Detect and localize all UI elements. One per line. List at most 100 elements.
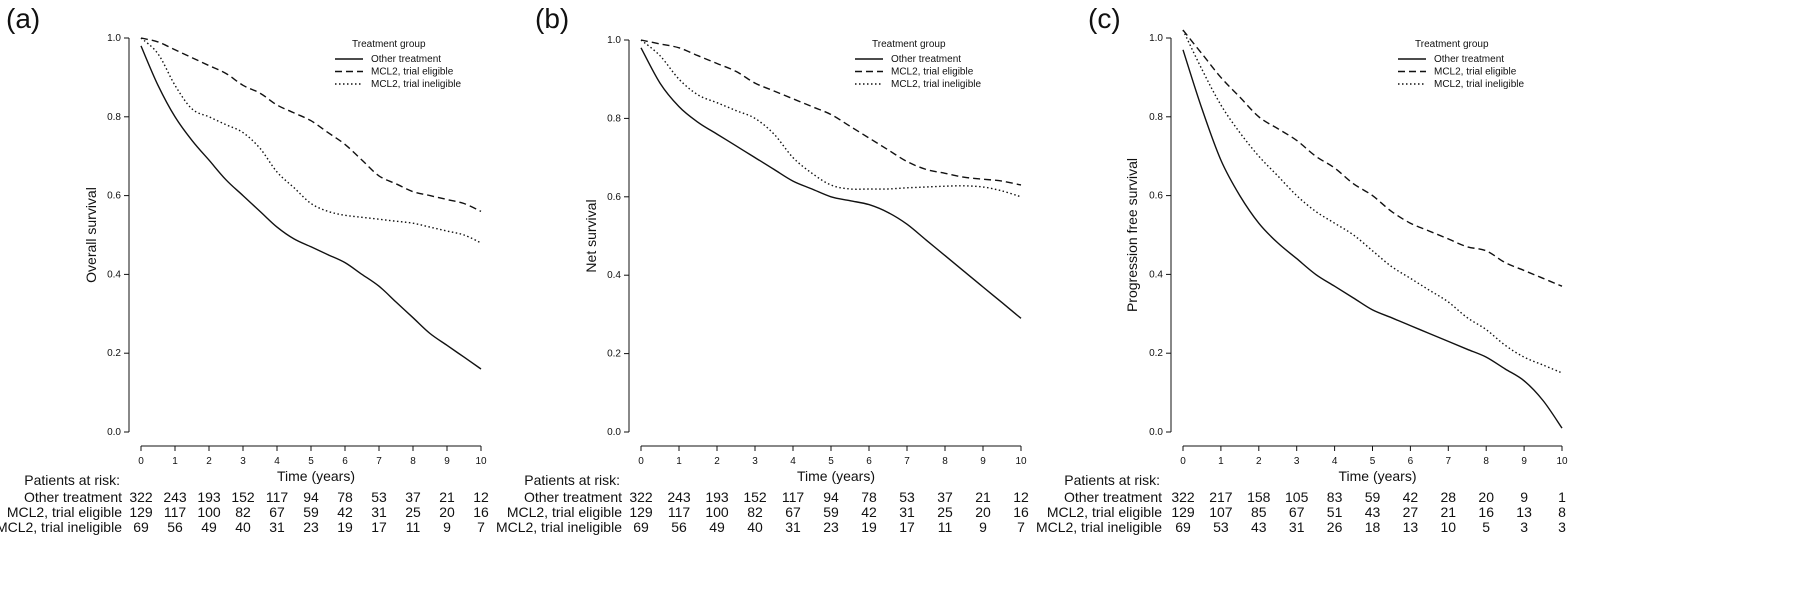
risk-table: Patients at risk:Other treatment 322 243 19…: [496, 472, 1029, 535]
legend: Treatment group Other treatment MCL2, tria…: [1398, 39, 1524, 90]
risk-count: 69: [133, 519, 149, 535]
legend-entry-label: MCL2, trial ineligible: [1434, 79, 1524, 90]
risk-count: 105: [1285, 489, 1309, 505]
risk-count: 56: [671, 519, 687, 535]
risk-count: 31: [1289, 519, 1305, 535]
risk-count: 69: [633, 519, 649, 535]
series-line-dashed: [140, 37, 482, 213]
risk-count: 20: [1478, 489, 1494, 505]
risk-count: 82: [235, 504, 251, 520]
legend-entry-label: MCL2, trial eligible: [371, 67, 454, 78]
risk-count: 17: [899, 519, 915, 535]
x-tick-label: 3: [240, 456, 246, 467]
risk-count: 31: [371, 504, 387, 520]
risk-count: 53: [1213, 519, 1229, 535]
y-tick-label: 1.0: [607, 35, 621, 46]
x-tick-label: 6: [866, 456, 872, 467]
risk-count: 117: [782, 489, 805, 505]
risk-count: 78: [861, 489, 877, 505]
x-tick-label: 6: [1408, 456, 1414, 467]
panel-label: (b): [535, 3, 569, 34]
risk-count: 217: [1209, 489, 1233, 505]
risk-count: 51: [1327, 504, 1343, 520]
legend-entry-label: MCL2, trial ineligible: [891, 79, 981, 90]
risk-count: 28: [1441, 489, 1457, 505]
risk-count: 19: [861, 519, 877, 535]
x-axis-label: Time (years): [277, 468, 355, 484]
risk-count: 7: [1017, 519, 1025, 535]
x-tick-label: 6: [342, 456, 348, 467]
risk-count: 10: [1441, 519, 1457, 535]
legend-title: Treatment group: [1415, 39, 1489, 50]
y-tick-label: 0.4: [107, 269, 121, 280]
y-tick-label: 0.6: [107, 191, 121, 202]
risk-count: 9: [1520, 489, 1528, 505]
risk-count: 16: [473, 504, 489, 520]
risk-count: 243: [667, 489, 691, 505]
x-tick-label: 8: [410, 456, 416, 467]
risk-row-label: MCL2, trial ineligible: [0, 519, 122, 535]
risk-count: 26: [1327, 519, 1343, 535]
risk-count: 12: [473, 489, 489, 505]
x-tick-label: 4: [1332, 456, 1338, 467]
x-tick-label: 0: [1180, 456, 1186, 467]
x-tick-label: 10: [1015, 456, 1027, 467]
y-tick-label: 0.8: [1149, 112, 1163, 123]
x-axis-label: Time (years): [797, 468, 875, 484]
risk-count: 59: [1365, 489, 1381, 505]
y-tick-label: 0.4: [1149, 269, 1163, 280]
y-axis-label: Overall survival: [83, 187, 99, 283]
risk-count: 37: [405, 489, 421, 505]
x-tick-label: 5: [308, 456, 314, 467]
risk-count: 25: [937, 504, 953, 520]
x-tick-label: 1: [1218, 456, 1224, 467]
y-axis-label: Progression free survival: [1124, 158, 1140, 312]
risk-count: 69: [1175, 519, 1191, 535]
risk-count: 67: [269, 504, 285, 520]
risk-row-label: Other treatment: [1064, 489, 1162, 505]
legend-title: Treatment group: [352, 39, 426, 50]
x-tick-label: 4: [274, 456, 280, 467]
risk-table: Patients at risk:Other treatment 322 243 19…: [0, 472, 489, 535]
risk-count: 20: [975, 504, 991, 520]
risk-count: 40: [747, 519, 763, 535]
risk-count: 322: [629, 489, 653, 505]
legend: Treatment group Other treatment MCL2, tria…: [335, 39, 461, 90]
legend: Treatment group Other treatment MCL2, tria…: [855, 39, 981, 90]
x-axis-label: Time (years): [1338, 468, 1416, 484]
y-axis-label: Net survival: [583, 199, 599, 272]
risk-count: 3: [1558, 519, 1566, 535]
risk-count: 78: [337, 489, 353, 505]
risk-count: 20: [439, 504, 455, 520]
risk-count: 18: [1365, 519, 1381, 535]
series-line-dashed: [1182, 29, 1563, 287]
risk-count: 11: [406, 519, 421, 535]
risk-count: 59: [303, 504, 319, 520]
risk-count: 117: [668, 504, 691, 520]
legend-entry-label: Other treatment: [891, 54, 961, 65]
risk-count: 19: [337, 519, 353, 535]
risk-count: 42: [861, 504, 877, 520]
risk-count: 117: [164, 504, 187, 520]
risk-count: 3: [1520, 519, 1528, 535]
risk-count: 13: [1516, 504, 1532, 520]
risk-count: 7: [477, 519, 485, 535]
risk-count: 12: [1013, 489, 1029, 505]
risk-count: 322: [129, 489, 153, 505]
risk-count: 152: [231, 489, 255, 505]
risk-count: 40: [235, 519, 251, 535]
risk-count: 193: [197, 489, 221, 505]
y-tick-label: 0.2: [1149, 348, 1163, 359]
x-tick-label: 8: [942, 456, 948, 467]
chart-panel-3: (c)0.00.20.40.60.81.00 1 2 3 4 5 6 7 8 9 10Progres…: [1036, 3, 1568, 535]
y-tick-label: 0.0: [1149, 427, 1163, 438]
y-tick-label: 0.8: [107, 112, 121, 123]
x-tick-label: 5: [1370, 456, 1376, 467]
x-tick-label: 1: [172, 456, 178, 467]
series-line-solid: [640, 47, 1022, 319]
risk-count: 11: [938, 519, 953, 535]
x-tick-label: 0: [638, 456, 644, 467]
x-tick-label: 8: [1483, 456, 1489, 467]
